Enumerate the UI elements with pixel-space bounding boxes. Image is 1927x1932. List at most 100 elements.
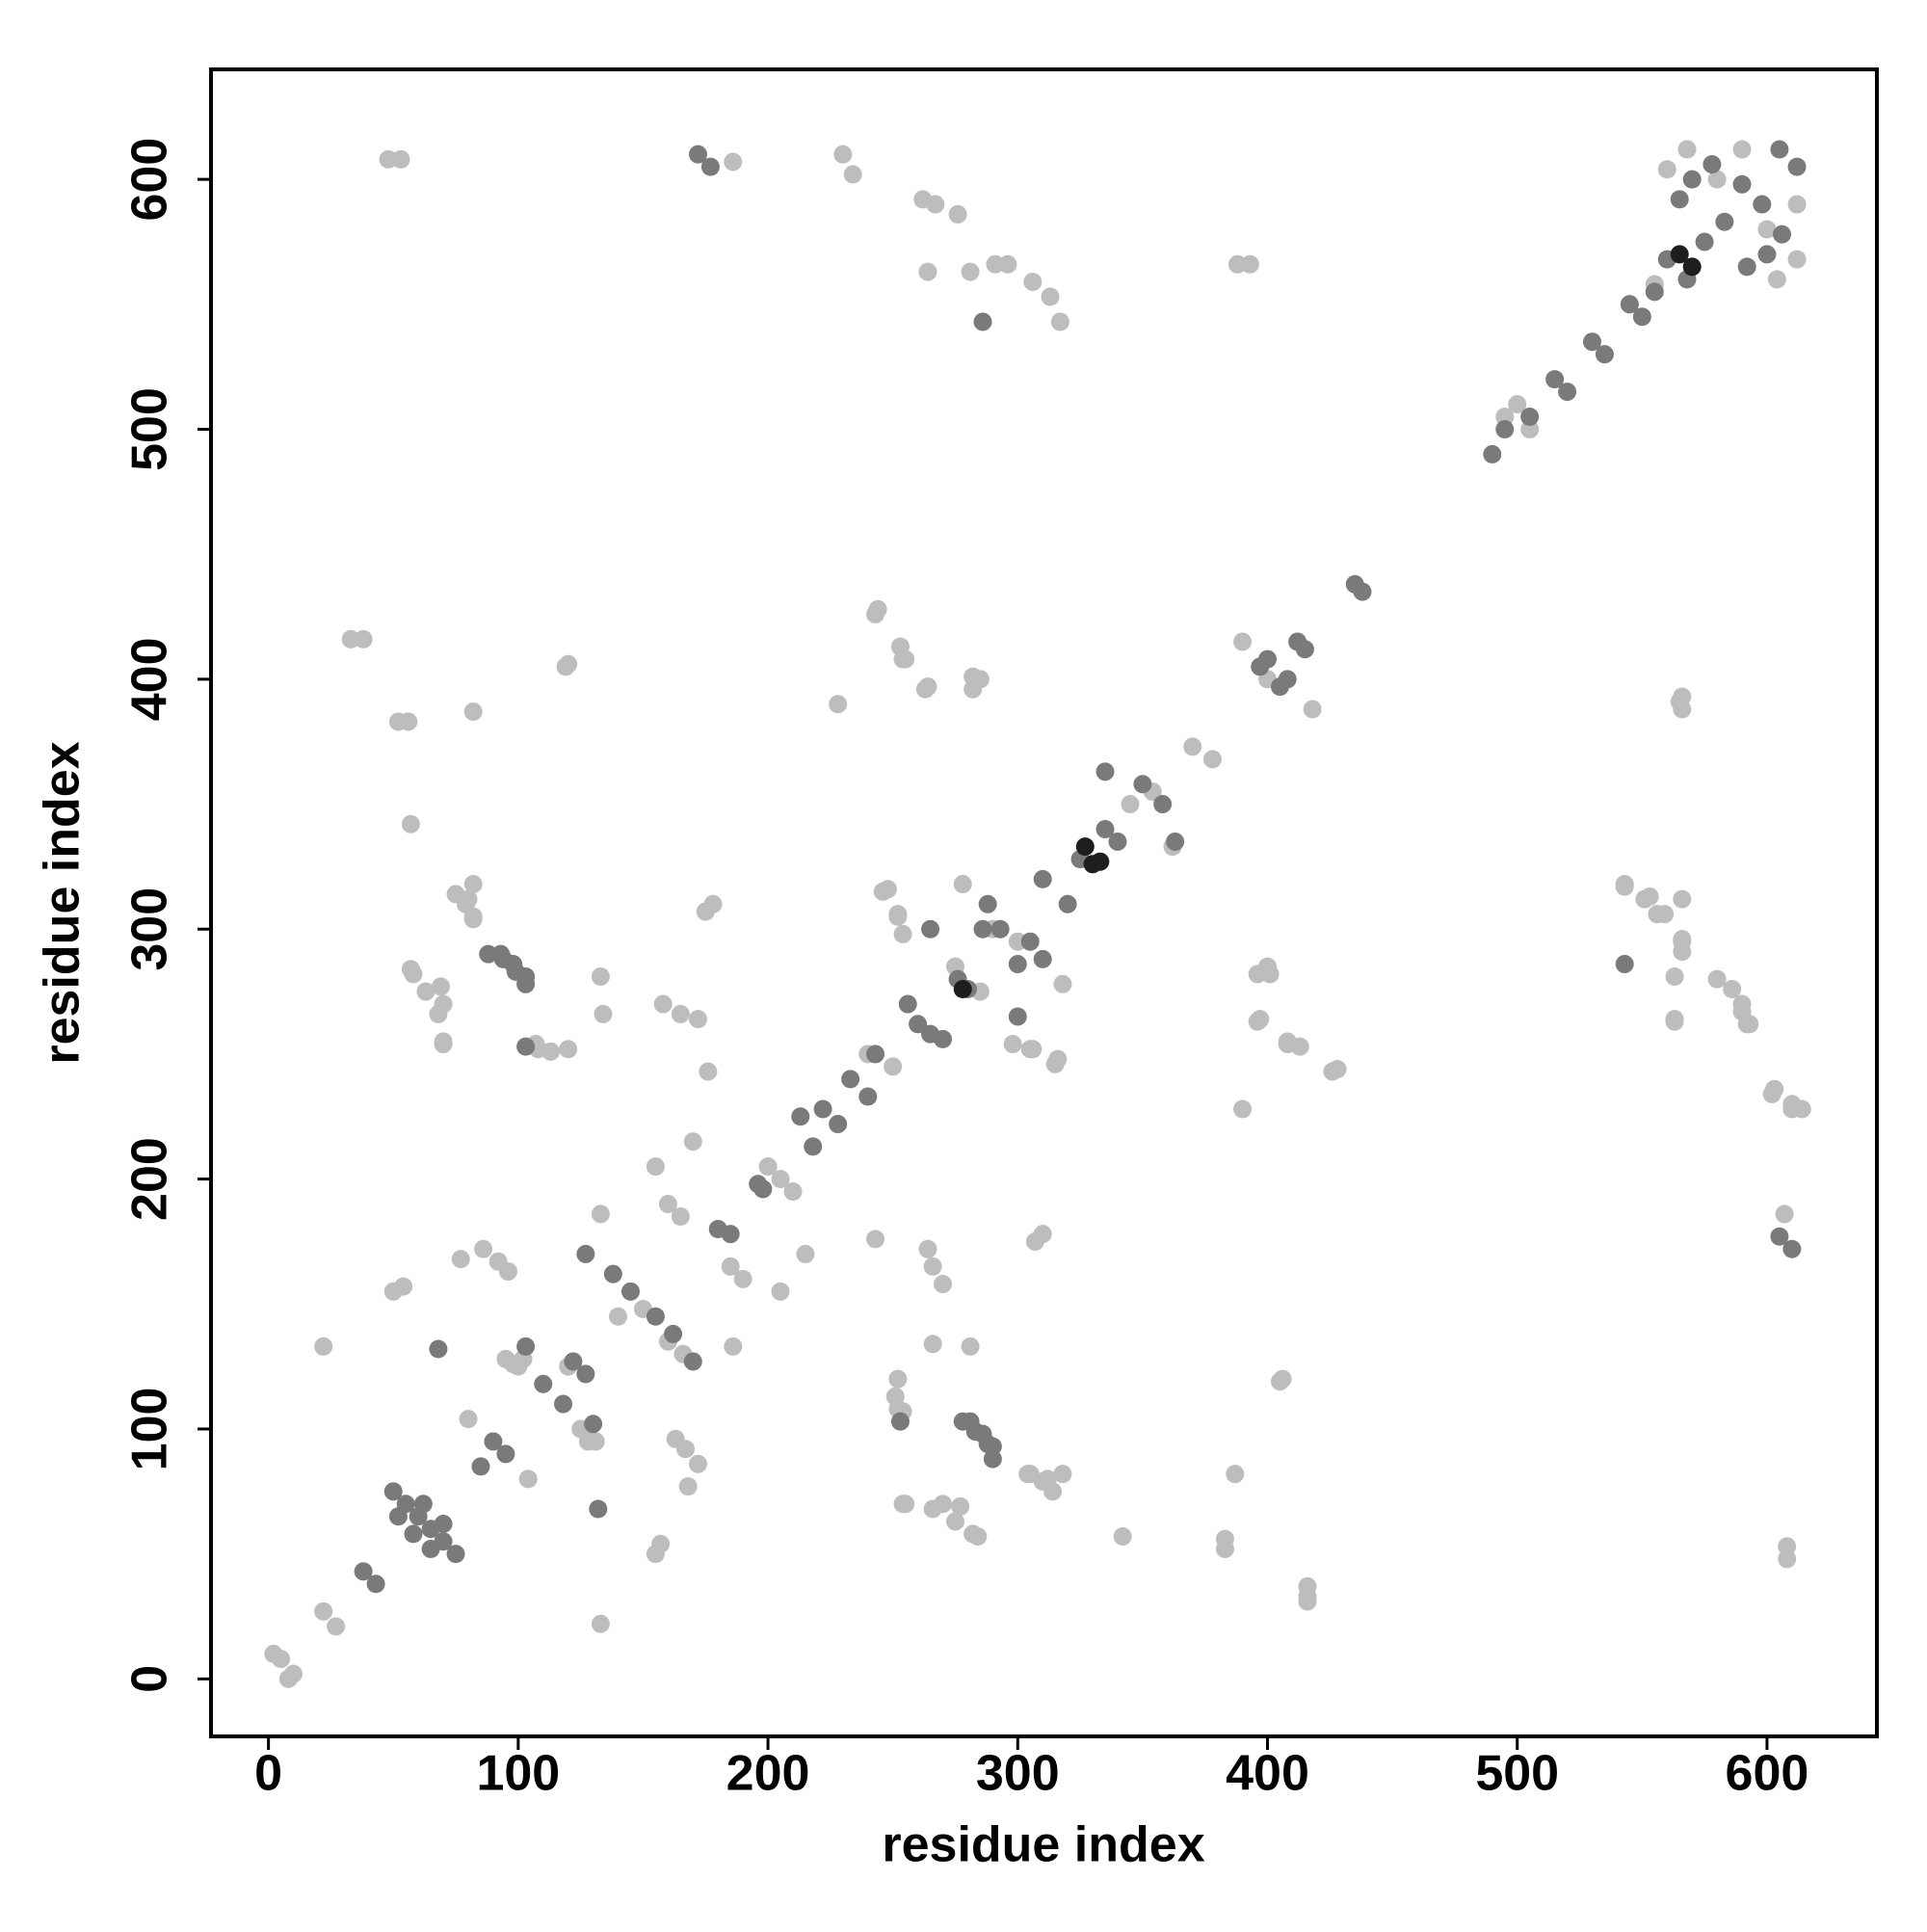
- point: [1673, 932, 1692, 951]
- point: [1495, 419, 1515, 438]
- point: [1732, 994, 1752, 1014]
- point: [1133, 775, 1152, 794]
- point: [1767, 270, 1786, 289]
- point: [703, 894, 723, 913]
- point: [915, 679, 935, 699]
- point: [664, 1324, 683, 1343]
- point: [833, 145, 853, 164]
- point: [1251, 657, 1270, 676]
- point: [498, 1262, 517, 1282]
- point: [1270, 677, 1289, 697]
- point: [791, 1107, 810, 1126]
- point: [591, 967, 610, 987]
- point: [858, 1087, 878, 1106]
- point: [1787, 250, 1807, 269]
- point: [1226, 1465, 1245, 1484]
- point: [576, 1244, 595, 1263]
- point: [671, 1004, 690, 1023]
- point: [1298, 1576, 1317, 1596]
- y-tick-label: 300: [122, 887, 178, 971]
- point: [1757, 245, 1777, 264]
- point: [314, 1337, 333, 1356]
- y-tick-label: 600: [122, 138, 178, 222]
- point: [1018, 1465, 1038, 1484]
- point: [1328, 1059, 1347, 1078]
- point: [603, 1264, 622, 1284]
- point: [620, 1282, 640, 1301]
- point: [688, 145, 707, 164]
- point: [921, 919, 940, 939]
- point: [866, 1230, 885, 1249]
- point: [888, 1369, 908, 1389]
- point: [576, 1364, 595, 1384]
- point: [484, 1432, 503, 1451]
- point: [388, 1507, 408, 1526]
- point: [721, 1257, 740, 1276]
- point: [978, 894, 997, 913]
- point: [1121, 795, 1140, 814]
- point: [534, 1374, 553, 1393]
- point: [559, 654, 578, 674]
- point: [459, 1410, 478, 1429]
- point: [699, 1062, 718, 1081]
- point: [516, 974, 536, 993]
- point: [1582, 332, 1601, 352]
- point: [1787, 157, 1807, 176]
- point: [1023, 272, 1043, 291]
- point: [1095, 819, 1115, 838]
- plot-frame: [209, 67, 1879, 1738]
- point: [584, 1415, 603, 1434]
- point: [516, 1337, 536, 1356]
- point: [366, 1575, 385, 1594]
- point: [1648, 905, 1667, 924]
- point: [829, 1115, 848, 1134]
- point: [1595, 345, 1614, 364]
- point: [1153, 795, 1173, 814]
- point: [651, 1534, 671, 1553]
- point: [934, 1029, 953, 1048]
- point: [1233, 632, 1253, 651]
- point: [609, 1307, 628, 1326]
- point: [973, 1424, 992, 1443]
- point: [594, 1004, 613, 1023]
- point: [688, 1454, 707, 1473]
- point: [1508, 395, 1527, 414]
- point: [463, 875, 483, 894]
- y-tick-label: 100: [122, 1388, 178, 1471]
- point: [1615, 875, 1634, 894]
- point: [653, 994, 673, 1014]
- point: [413, 1495, 433, 1514]
- point: [671, 1207, 690, 1227]
- point: [394, 1277, 413, 1296]
- point: [923, 1257, 942, 1276]
- x-tick-label: 300: [976, 1746, 1060, 1802]
- point: [429, 1339, 448, 1359]
- point: [399, 712, 418, 731]
- point: [431, 977, 450, 996]
- point: [1083, 855, 1102, 874]
- point: [964, 1524, 983, 1544]
- point: [1757, 220, 1777, 239]
- x-axis-label: residue index: [882, 1817, 1204, 1873]
- point: [890, 1412, 910, 1431]
- point: [918, 262, 937, 281]
- point: [278, 1669, 298, 1688]
- point: [1095, 762, 1115, 781]
- point: [885, 1387, 905, 1406]
- point: [983, 1437, 1002, 1456]
- point: [700, 157, 720, 176]
- point: [401, 814, 420, 834]
- point: [1295, 640, 1314, 659]
- point: [1770, 140, 1789, 159]
- point: [1732, 174, 1752, 194]
- point: [272, 1650, 291, 1669]
- point: [1682, 170, 1702, 189]
- point: [434, 1032, 453, 1051]
- point: [1657, 160, 1676, 179]
- point: [1183, 737, 1202, 756]
- point: [948, 204, 967, 224]
- point: [1033, 869, 1052, 888]
- point: [1558, 383, 1577, 402]
- point: [868, 599, 887, 619]
